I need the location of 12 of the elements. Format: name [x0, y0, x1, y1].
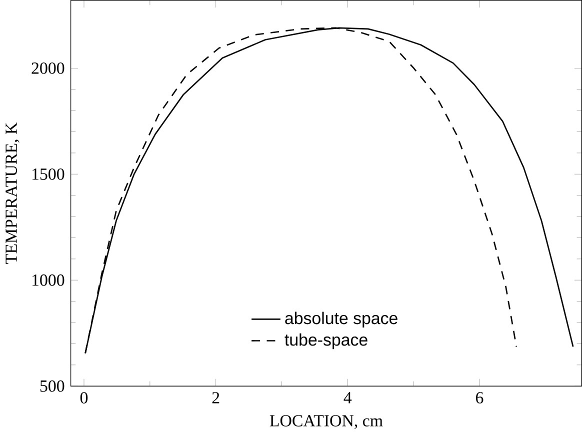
x-tick-label: 4	[344, 392, 352, 404]
x-axis-title: LOCATION, cm	[270, 415, 383, 430]
legend-label: tube-space	[284, 334, 368, 350]
y-axis-title: TEMPERATURE, K	[6, 122, 20, 264]
x-tick-label: 2	[212, 392, 220, 404]
x-tick-label: 6	[476, 392, 484, 404]
x-tick-label: 0	[80, 392, 88, 404]
y-tick-label: 1000	[32, 274, 64, 286]
y-tick-label: 2000	[32, 62, 64, 74]
y-tick-label: 500	[40, 380, 64, 392]
legend-label: absolute space	[285, 312, 398, 328]
y-tick-label: 1500	[32, 168, 64, 180]
